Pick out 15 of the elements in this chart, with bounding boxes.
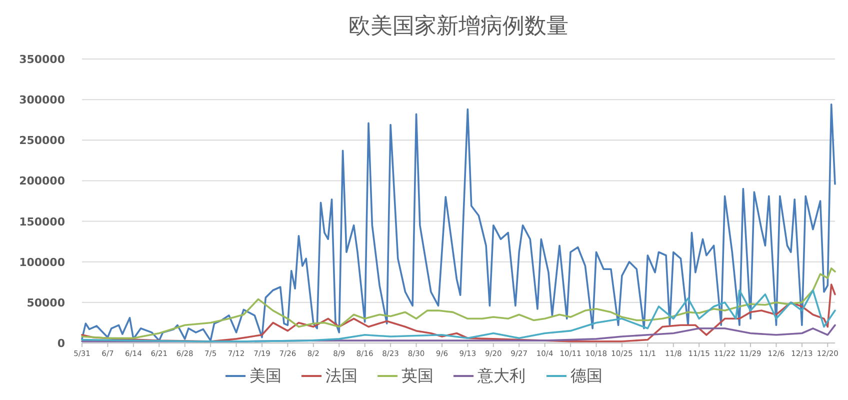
y-tick-label: 100000 [19,256,66,269]
y-tick-label: 300000 [19,94,66,107]
y-tick-label: 150000 [19,215,66,228]
legend-label: 德国 [570,368,602,385]
legend-label: 法国 [326,367,358,385]
legend-label: 英国 [402,367,434,385]
legend-label: 美国 [250,367,282,385]
y-tick-label: 250000 [19,134,66,148]
chart-title: 欧美国家新增病例数量 [348,13,568,38]
line-series [81,267,836,340]
y-tick-label: 200000 [19,174,66,188]
y-tick-label: 350000 [19,53,66,66]
y-tick-label: 50000 [26,296,66,310]
legend-label: 意大利 [476,367,526,385]
y-tick-label: 0 [57,337,66,350]
